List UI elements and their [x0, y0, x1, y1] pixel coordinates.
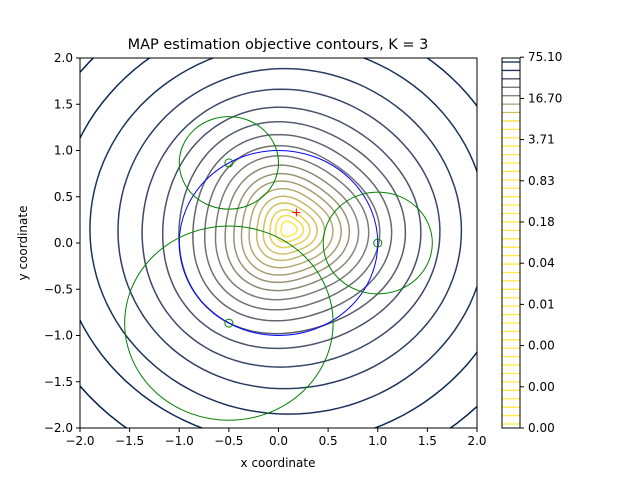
anchor-point: [224, 318, 234, 328]
contour-line: [80, 58, 477, 428]
colorbar-tick-label: 0.04: [528, 256, 555, 270]
x-tick-label: 1.5: [418, 434, 437, 448]
colorbar-tick-label: 0.01: [528, 297, 555, 311]
contour-line: [192, 133, 393, 322]
contour-line: [233, 172, 351, 284]
colorbar-tick-label: 16.70: [528, 91, 562, 105]
colorbar-tick-label: 0.00: [528, 380, 555, 394]
contour-line: [117, 67, 463, 390]
colorbar: 0.00 0.00 0.00 0.01 0.04 0.18 0.83 3.71 16.70 75.…: [501, 50, 562, 435]
contour-line: [280, 220, 298, 238]
y-tick-label: 1.5: [54, 97, 73, 111]
x-axis-label: x coordinate: [241, 456, 316, 470]
anchor-point: [224, 158, 234, 168]
x-tick-label: 2.0: [467, 434, 486, 448]
y-tick-label: −0.5: [44, 282, 73, 296]
colorbar-tick-label: 0.00: [528, 339, 555, 353]
y-tick-label: 0.5: [54, 190, 73, 204]
y-tick-label: 0.0: [54, 236, 73, 250]
colorbar-tick-label: 0.18: [528, 215, 555, 229]
contour-line: [269, 208, 311, 249]
y-tick-label: −2.0: [44, 421, 73, 435]
estimate-marker: [292, 208, 301, 217]
colorbar-tick-label: 0.83: [528, 174, 555, 188]
y-tick-label: −1.0: [44, 329, 73, 343]
x-tick-label: −0.5: [214, 434, 243, 448]
y-tick-label: 1.0: [54, 144, 73, 158]
contour-line: [255, 195, 326, 262]
contour-line: [274, 214, 305, 243]
chart-title: MAP estimation objective contours, K = 3: [128, 37, 429, 53]
unit-circle: [178, 150, 379, 336]
contour-line: [178, 121, 407, 335]
contour-line: [203, 144, 381, 311]
x-axis-ticks: −2.0 −1.5 −1.0 −0.5 0.0 0.5 1.0 1.5 2.0: [65, 428, 487, 448]
contour-line: [224, 164, 360, 292]
contour-line: [80, 58, 477, 428]
x-tick-label: −1.5: [115, 434, 144, 448]
colorbar-tick-label: 3.71: [528, 133, 555, 147]
anchor-range-circle: [124, 225, 334, 421]
contour-line: [248, 187, 334, 269]
contour-line: [262, 202, 318, 255]
anchor-range-circle: [178, 116, 279, 210]
x-tick-label: 0.0: [269, 434, 288, 448]
contour-line: [161, 106, 422, 350]
x-tick-label: 0.5: [319, 434, 338, 448]
y-axis-ticks: −2.0 −1.5 −1.0 −0.5 0.0 0.5 1.0 1.5 2.0: [44, 51, 80, 435]
colorbar-tick-label: 0.00: [528, 421, 555, 435]
x-tick-label: 1.0: [368, 434, 387, 448]
x-tick-label: −2.0: [65, 434, 94, 448]
contour-line: [214, 155, 370, 301]
overlay-shapes: [124, 116, 433, 421]
contour-line: [240, 180, 342, 276]
contour-line: [141, 88, 441, 368]
anchor-point: [373, 238, 383, 248]
y-axis-label: y coordinate: [16, 206, 30, 281]
anchor-range-circle: [322, 191, 433, 295]
x-tick-label: −1.0: [165, 434, 194, 448]
contour-lines: [80, 58, 477, 428]
y-tick-label: 2.0: [54, 51, 73, 65]
colorbar-tick-label: 75.10: [528, 50, 562, 64]
y-tick-label: −1.5: [44, 375, 73, 389]
contour-line: [89, 58, 477, 415]
colorbar-frame: [501, 57, 521, 429]
